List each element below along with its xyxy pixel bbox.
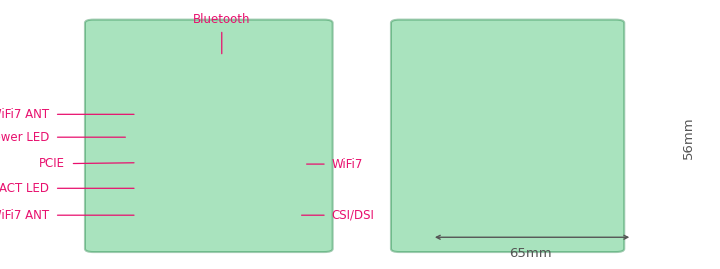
Text: CSI/DSI: CSI/DSI [331,209,374,222]
Text: 56mm: 56mm [682,116,695,158]
Text: ACT LED: ACT LED [0,182,49,195]
Text: Power LED: Power LED [0,131,49,144]
Text: PCIE: PCIE [39,157,65,170]
Text: 65mm: 65mm [509,247,552,260]
Text: WiFi7 ANT: WiFi7 ANT [0,209,49,222]
Text: WiFi7: WiFi7 [331,158,363,171]
FancyBboxPatch shape [391,20,624,252]
FancyBboxPatch shape [85,20,333,252]
Text: Bluetooth: Bluetooth [193,13,251,26]
Text: WiFi7 ANT: WiFi7 ANT [0,108,49,121]
